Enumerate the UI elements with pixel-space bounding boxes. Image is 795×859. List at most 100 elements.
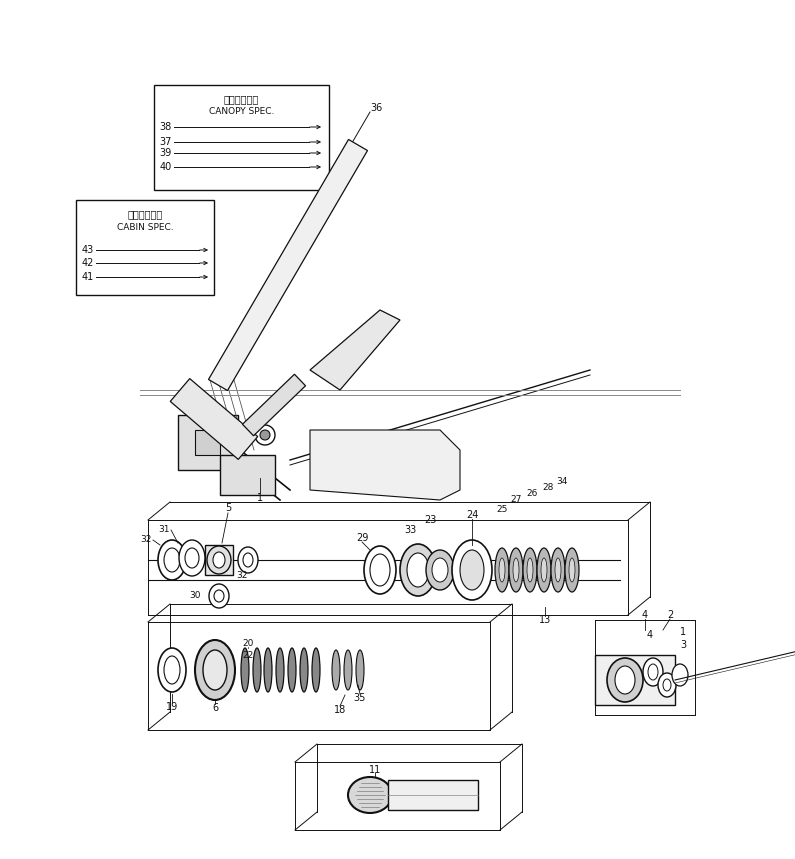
Text: 32: 32 [141,535,152,545]
Bar [76,200,214,295]
Ellipse shape [663,679,671,691]
Text: 29: 29 [356,533,368,543]
Ellipse shape [400,544,436,596]
Text: 4: 4 [647,630,653,640]
Text: 27: 27 [510,496,522,504]
Ellipse shape [551,548,565,592]
Bar [388,780,478,810]
Ellipse shape [432,558,448,582]
Ellipse shape [537,548,551,592]
Ellipse shape [158,540,186,580]
Text: 11: 11 [369,765,381,775]
Bar [178,415,238,470]
Ellipse shape [164,656,180,684]
Ellipse shape [499,558,505,582]
Text: 24: 24 [466,510,478,520]
Text: 6: 6 [212,703,218,713]
Text: 31: 31 [158,526,170,534]
Ellipse shape [213,552,225,568]
Ellipse shape [203,650,227,690]
Ellipse shape [238,547,258,573]
Ellipse shape [158,648,186,692]
Ellipse shape [209,584,229,608]
Ellipse shape [344,650,352,690]
Ellipse shape [264,648,272,692]
Ellipse shape [513,558,519,582]
Polygon shape [208,139,367,391]
Ellipse shape [523,548,537,592]
Ellipse shape [179,540,205,576]
Ellipse shape [195,640,235,700]
Ellipse shape [241,648,249,692]
Ellipse shape [527,558,533,582]
Text: 20: 20 [242,638,254,648]
Text: 25: 25 [496,505,508,515]
Text: 13: 13 [539,615,551,625]
Ellipse shape [312,648,320,692]
Ellipse shape [332,650,340,690]
Bar [205,545,233,575]
Ellipse shape [565,548,579,592]
Text: キャノピ仕様: キャノピ仕様 [224,94,259,104]
Text: 1: 1 [680,627,686,637]
Polygon shape [310,430,460,500]
Ellipse shape [643,658,663,686]
Ellipse shape [658,673,676,697]
Polygon shape [310,310,400,390]
Ellipse shape [615,666,635,694]
Ellipse shape [164,548,180,572]
Text: 30: 30 [189,590,201,600]
Text: 22: 22 [242,651,254,661]
Ellipse shape [356,650,364,690]
Ellipse shape [407,553,429,587]
Ellipse shape [253,648,261,692]
Text: 34: 34 [556,477,568,485]
Text: CABIN SPEC.: CABIN SPEC. [117,222,173,231]
Text: CANOPY SPEC.: CANOPY SPEC. [209,107,274,117]
Text: 4: 4 [642,610,648,620]
Ellipse shape [672,664,688,686]
Text: 33: 33 [404,525,416,535]
Text: 1: 1 [257,493,263,503]
Text: 2: 2 [667,610,673,620]
Ellipse shape [260,430,270,440]
Bar [220,455,275,495]
Ellipse shape [370,554,390,586]
Text: 18: 18 [334,705,346,715]
Bar [154,85,329,190]
Text: 3: 3 [680,640,686,650]
Ellipse shape [214,590,224,602]
Ellipse shape [426,550,454,590]
Text: 28: 28 [542,484,553,492]
Ellipse shape [569,558,575,582]
Ellipse shape [348,777,392,813]
Ellipse shape [452,540,492,600]
Text: 5: 5 [225,503,231,513]
Ellipse shape [243,553,253,567]
Text: 32: 32 [236,570,248,580]
Ellipse shape [607,658,643,702]
Text: 40: 40 [160,162,172,172]
Ellipse shape [541,558,547,582]
Bar [595,655,675,705]
Text: 23: 23 [424,515,436,525]
Text: 38: 38 [160,122,172,132]
Bar [195,430,220,455]
Text: キャビン仕様: キャビン仕様 [127,209,163,219]
Ellipse shape [300,648,308,692]
Text: 19: 19 [166,702,178,712]
Ellipse shape [276,648,284,692]
Polygon shape [170,379,258,460]
Text: 41: 41 [82,272,94,282]
Ellipse shape [364,546,396,594]
Text: 42: 42 [82,258,94,268]
Text: 35: 35 [354,693,366,703]
Text: 26: 26 [526,490,537,498]
Text: 37: 37 [160,137,172,147]
Ellipse shape [460,550,484,590]
Ellipse shape [288,648,296,692]
Text: 36: 36 [370,103,382,113]
Ellipse shape [207,546,231,574]
Ellipse shape [509,548,523,592]
Polygon shape [242,375,305,436]
